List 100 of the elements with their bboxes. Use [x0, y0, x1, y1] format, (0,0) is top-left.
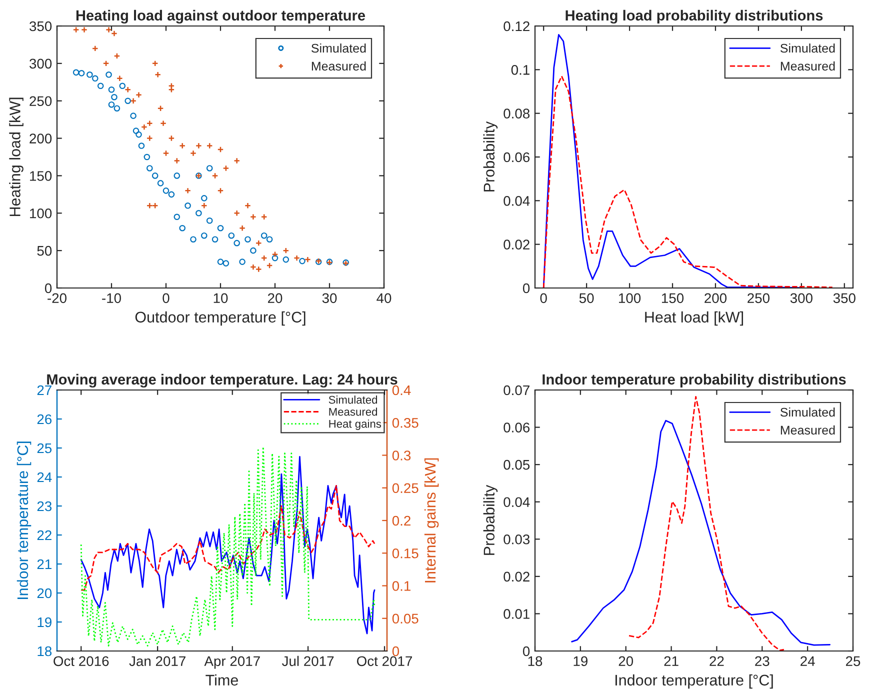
point: [255, 266, 262, 273]
point: [160, 120, 166, 127]
point: [190, 150, 196, 156]
x-tick-label: 300: [790, 293, 812, 304]
x-tick-label: 250: [748, 293, 770, 304]
point: [294, 254, 300, 262]
x-tick-label: 30: [322, 293, 337, 304]
chart-title: Heating load probability distributions: [566, 10, 823, 24]
y-axis-title: Indoor temperature [°C]: [16, 442, 32, 599]
legend-label: Measured: [329, 408, 378, 416]
y2-tick-label: 0.2: [392, 516, 410, 526]
y-tick-label: 21: [37, 559, 52, 570]
line-series: [542, 76, 834, 288]
point: [282, 247, 290, 254]
x-tick-label: Jul 2017: [282, 656, 334, 666]
point: [106, 26, 112, 33]
point: [168, 82, 175, 90]
legend-label: Measured: [312, 61, 366, 71]
point: [222, 165, 230, 172]
y2-tick-label: 0.35: [392, 418, 418, 428]
y-tick-label: 0.02: [504, 572, 530, 582]
y-tick-label: 0: [522, 646, 530, 656]
y-tick-label: 0: [522, 283, 530, 294]
y-tick-label: 0.06: [504, 152, 530, 162]
x-tick-label: Oct 2017: [356, 656, 412, 666]
y-tick-label: 18: [38, 646, 52, 656]
point: [102, 60, 110, 67]
x-tick-label: 20: [268, 293, 282, 304]
point: [244, 202, 251, 209]
x-tick-label: -10: [102, 293, 121, 304]
x-tick-label: 21: [664, 656, 678, 666]
x-tick-label: -20: [48, 293, 66, 304]
x-tick-label: 150: [662, 293, 684, 304]
point: [200, 202, 208, 209]
legend-label: Simulated: [311, 44, 366, 53]
point: [92, 45, 98, 52]
y-tick-label: 0.1: [511, 65, 530, 75]
y-tick-label: 300: [30, 58, 52, 69]
legend-label: Measured: [780, 425, 835, 435]
x-axis-title: Outdoor temperature [°C]: [135, 311, 306, 326]
y-tick-label: 100: [30, 208, 52, 218]
point: [266, 262, 273, 269]
x-axis-title: Heat load [kW]: [645, 311, 744, 326]
x-tick-label: Apr 2017: [204, 656, 260, 669]
point: [124, 86, 132, 93]
point: [184, 187, 192, 194]
point: [152, 202, 158, 209]
point: [260, 214, 268, 220]
x-tick-label: 40: [376, 293, 392, 304]
y-tick-label: 24: [37, 472, 52, 482]
point: [116, 75, 123, 82]
point: [136, 92, 142, 98]
chart-title: Heating load against outdoor temperature: [76, 10, 366, 24]
point: [174, 158, 180, 164]
x-tick-label: 25: [846, 656, 860, 666]
y-tick-label: 0.02: [504, 240, 530, 250]
point: [168, 135, 175, 142]
legend-label: Simulated: [328, 396, 378, 404]
y-tick-label: 19: [38, 617, 52, 628]
y-tick-label: 0.07: [504, 385, 530, 396]
y2-tick-label: 0: [392, 646, 400, 656]
y2-tick-label: 0.15: [392, 548, 418, 558]
y-tick-label: 200: [30, 134, 52, 144]
point: [272, 251, 278, 258]
x-tick-label: 24: [800, 656, 815, 666]
point: [234, 210, 240, 216]
x-tick-label: 200: [704, 293, 727, 304]
point: [195, 142, 202, 149]
point: [162, 150, 170, 156]
point: [179, 142, 186, 149]
legend-label: Simulated: [780, 44, 835, 53]
line-series: [80, 485, 376, 591]
y-tick-label: 0.12: [504, 21, 530, 32]
point: [255, 240, 262, 246]
y-tick-label: 25: [37, 443, 52, 454]
x-tick-label: 350: [833, 293, 856, 304]
x-tick-label: 0: [540, 293, 547, 304]
point: [146, 135, 153, 142]
point: [217, 187, 224, 194]
y-tick-label: 0.01: [504, 609, 530, 619]
y2-tick-label: 0.25: [392, 483, 418, 494]
y-axis-title: Probability: [483, 121, 498, 192]
y-tick-label: 0.04: [504, 497, 530, 508]
y-tick-label: 23: [37, 501, 52, 512]
point: [152, 60, 158, 67]
x-tick-label: 19: [574, 656, 588, 666]
y2-tick-label: 0.1: [392, 581, 410, 591]
point: [250, 264, 256, 270]
y-tick-label: 350: [30, 21, 52, 32]
point: [81, 26, 88, 33]
point: [146, 202, 153, 209]
point: [72, 26, 80, 33]
x-tick-label: 20: [618, 656, 634, 666]
point: [130, 98, 137, 104]
point: [239, 224, 246, 232]
point: [250, 214, 256, 220]
x-axis-title: Indoor temperature [°C]: [616, 674, 773, 689]
y2-axis-title: Internal gains [kW]: [424, 458, 439, 582]
y-tick-label: 0: [44, 283, 52, 294]
legend-label: Simulated: [780, 408, 835, 417]
